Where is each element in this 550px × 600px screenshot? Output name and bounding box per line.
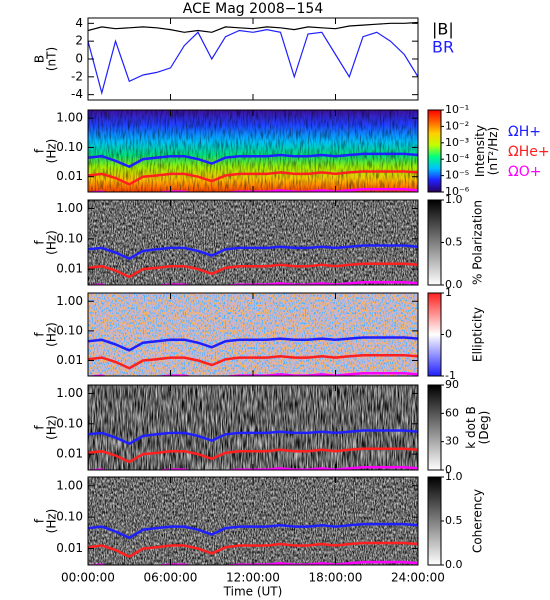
colorbar-tick-label: 0.0 — [445, 558, 463, 571]
backgrounds — [88, 110, 418, 565]
series-line — [88, 541, 418, 559]
series-line — [88, 244, 418, 261]
colorbar — [427, 109, 442, 193]
series-line — [88, 354, 418, 370]
y-axis-label: (Hz) — [45, 415, 59, 440]
y-axis-label: (Hz) — [45, 322, 59, 347]
y-axis-label: f — [33, 425, 47, 430]
y-axis-label: f — [33, 240, 47, 245]
colorbar-label: Coherency — [471, 489, 485, 553]
y-axis-label: B — [33, 55, 47, 63]
colorbar-label: Ellipticity — [471, 307, 485, 362]
colorbar-label: (Deg) — [477, 411, 491, 445]
colorbar-tick-label: 0 — [445, 328, 452, 341]
colorbar-tick-label: 60 — [445, 406, 459, 419]
plot-area — [88, 21, 418, 96]
colorbar-tick-label: 10⁻¹ — [445, 103, 469, 116]
colorbar-tick-label: 30 — [445, 435, 459, 448]
y-tick-label: 0.01 — [56, 447, 83, 461]
series-line — [88, 429, 418, 446]
y-axis-label: f — [33, 148, 47, 153]
colorbar-label: % Polarization — [471, 200, 485, 285]
y-tick-label: -4 — [71, 87, 83, 101]
colorbar-label: (nT²/Hz) — [486, 127, 500, 175]
legend-label: ΩO+ — [508, 164, 541, 180]
colorbar-tick-label: 10⁻⁵ — [445, 169, 469, 182]
y-tick-label: 1.00 — [56, 478, 83, 492]
y-tick-label: 0.10 — [56, 323, 83, 337]
colorbar-tick-label: 0.5 — [445, 514, 463, 527]
series-line — [88, 336, 418, 352]
y-tick-label: 1.00 — [56, 294, 83, 308]
y-tick-label: 0.10 — [56, 140, 83, 154]
legend-label: ΩH+ — [508, 124, 541, 140]
y-tick-label: 0.01 — [56, 262, 83, 276]
y-tick-label: 1.00 — [56, 201, 83, 215]
spectrogram-texture — [88, 477, 418, 565]
legend-label: ΩHe+ — [508, 144, 550, 160]
series-line — [88, 152, 418, 169]
colorbar-tick-label: 0.0 — [445, 278, 463, 291]
spectrogram-texture — [88, 200, 418, 285]
colorbar-tick-label: 10⁻² — [445, 119, 469, 132]
series-line — [88, 262, 418, 279]
colorbar-tick-label: 1.0 — [445, 193, 463, 206]
x-tick-label: 24:00:00 — [391, 571, 445, 585]
x-tick-label: 00:00:00 — [61, 571, 115, 585]
colorbar-tick-label: -1 — [445, 369, 456, 382]
y-tick-label: 1.00 — [56, 111, 83, 125]
x-tick-label: 06:00:00 — [144, 571, 198, 585]
series-line — [88, 170, 418, 186]
y-tick-label: 0.10 — [56, 416, 83, 430]
y-tick-label: 0.01 — [56, 169, 83, 183]
x-tick-label: 12:00:00 — [226, 571, 280, 585]
colorbar — [427, 384, 442, 471]
y-tick-label: 2 — [75, 34, 83, 48]
colorbar-tick-label: 1.0 — [445, 470, 463, 483]
y-tick-label: 0.01 — [56, 541, 83, 555]
series-line — [88, 447, 418, 464]
colorbar-tick-label: 10⁻³ — [445, 136, 469, 149]
y-axis-label: (Hz) — [45, 230, 59, 255]
y-axis-label: f — [33, 518, 47, 523]
y-axis-label: (Hz) — [45, 509, 59, 534]
y-axis-label: (nT) — [45, 47, 59, 71]
spectrogram-texture — [88, 110, 418, 192]
colorbar-tick-label: 90 — [445, 378, 459, 391]
legend-label: |B| — [432, 20, 454, 39]
colorbar-tick-label: 1 — [445, 286, 452, 299]
series-line — [88, 28, 418, 96]
legend-label: BR — [432, 38, 454, 57]
y-tick-label: 0.01 — [56, 353, 83, 367]
y-tick-label: 0.10 — [56, 510, 83, 524]
colorbar — [427, 292, 442, 377]
colorbar — [427, 199, 442, 286]
colorbar — [427, 476, 442, 566]
spectrogram-texture — [88, 293, 418, 376]
y-tick-label: 0.10 — [56, 231, 83, 245]
y-axis-label: (Hz) — [45, 139, 59, 164]
colorbar-tick-label: 10⁻⁴ — [445, 152, 470, 165]
colorbar-tick-label: 0.5 — [445, 236, 463, 249]
y-tick-label: -2 — [71, 69, 83, 83]
x-axis-label: Time (UT) — [223, 585, 283, 599]
y-axis-label: f — [33, 332, 47, 337]
colorbar-label: Intensity — [473, 125, 487, 177]
y-tick-label: 0 — [75, 52, 83, 66]
y-tick-label: 4 — [75, 16, 83, 30]
colorbar-label: k dot B — [464, 406, 478, 448]
axes-frame — [87, 17, 419, 101]
series-line — [88, 21, 418, 33]
x-tick-label: 18:00:00 — [309, 571, 363, 585]
spectrogram-texture — [88, 385, 418, 470]
y-tick-label: 1.00 — [56, 386, 83, 400]
series-line — [88, 522, 418, 540]
colorbar-tick-label: 10⁻⁶ — [445, 185, 470, 198]
colorbar-tick-label: 0 — [445, 463, 452, 476]
chart-title: ACE Mag 2008−154 — [183, 1, 324, 17]
